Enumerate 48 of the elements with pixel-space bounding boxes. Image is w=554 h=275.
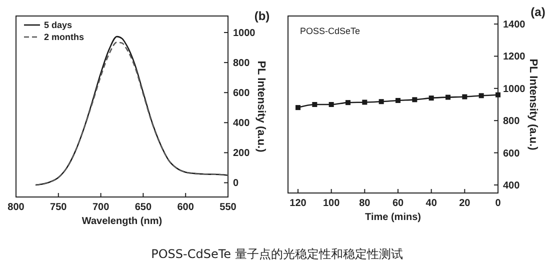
y-tick-label: 1000 <box>233 28 256 40</box>
x-tick-label: 600 <box>177 202 194 213</box>
x-tick-label: 700 <box>92 202 110 213</box>
y-tick-label: 400 <box>233 118 250 130</box>
point <box>346 100 350 106</box>
y-axis-title: PL Intensity (a.u.) <box>255 60 267 153</box>
y-axis-title: PL Intensity (a.u.) <box>527 58 539 151</box>
legend-label: 5 days <box>44 20 72 30</box>
point <box>328 102 334 107</box>
x-tick-label: 750 <box>50 202 68 213</box>
point <box>428 96 434 101</box>
point <box>378 99 384 104</box>
text: POSS-CdSeTe 量子点的光稳定性和稳定性测试 <box>151 247 403 261</box>
annotation: POSS-CdSeTe <box>300 26 360 36</box>
y-tick-label: 600 <box>503 148 520 160</box>
x-tick-label: 60 <box>392 198 404 209</box>
text: (a) <box>530 5 546 19</box>
y-tick-label: 400 <box>503 180 520 192</box>
point <box>478 93 484 98</box>
y-tick-label: 600 <box>233 88 250 100</box>
x-tick-label: 120 <box>290 198 307 209</box>
y-tick-label: 1000 <box>503 84 526 95</box>
point <box>496 92 500 98</box>
y-tick-label: 800 <box>233 58 250 70</box>
x-tick-label: 80 <box>359 198 371 209</box>
legend-label: 2 months <box>44 32 84 42</box>
y-tick-label: 1200 <box>503 52 526 63</box>
x-tick-label: 20 <box>459 198 471 209</box>
x-tick-label: 40 <box>426 198 438 209</box>
point <box>446 94 450 100</box>
point <box>462 94 468 100</box>
x-axis-title: Time (mins) <box>365 212 421 223</box>
text: (b) <box>254 9 270 23</box>
y-tick-label: 0 <box>233 178 239 190</box>
x-tick-label: 0 <box>495 198 502 209</box>
y-tick-label: 200 <box>233 148 250 160</box>
y-tick-label: 1400 <box>503 20 526 31</box>
x-tick-label: 550 <box>220 202 237 213</box>
point <box>312 102 318 107</box>
point <box>396 98 400 103</box>
x-tick-label: 100 <box>322 198 340 209</box>
point <box>296 105 300 110</box>
x-tick-label: 800 <box>8 202 25 213</box>
point <box>362 100 368 105</box>
x-axis-title: Wavelength (nm) <box>82 216 162 227</box>
y-tick-label: 800 <box>503 116 520 128</box>
x-tick-label: 650 <box>134 202 152 213</box>
point <box>412 97 418 102</box>
